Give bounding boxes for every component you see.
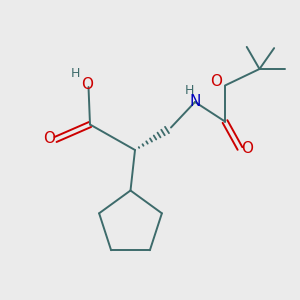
Text: O: O xyxy=(211,74,223,89)
Text: O: O xyxy=(81,76,93,92)
Text: O: O xyxy=(43,130,55,146)
Text: H: H xyxy=(70,67,80,80)
Text: N: N xyxy=(189,94,201,110)
Text: H: H xyxy=(184,84,194,97)
Text: O: O xyxy=(242,141,254,156)
